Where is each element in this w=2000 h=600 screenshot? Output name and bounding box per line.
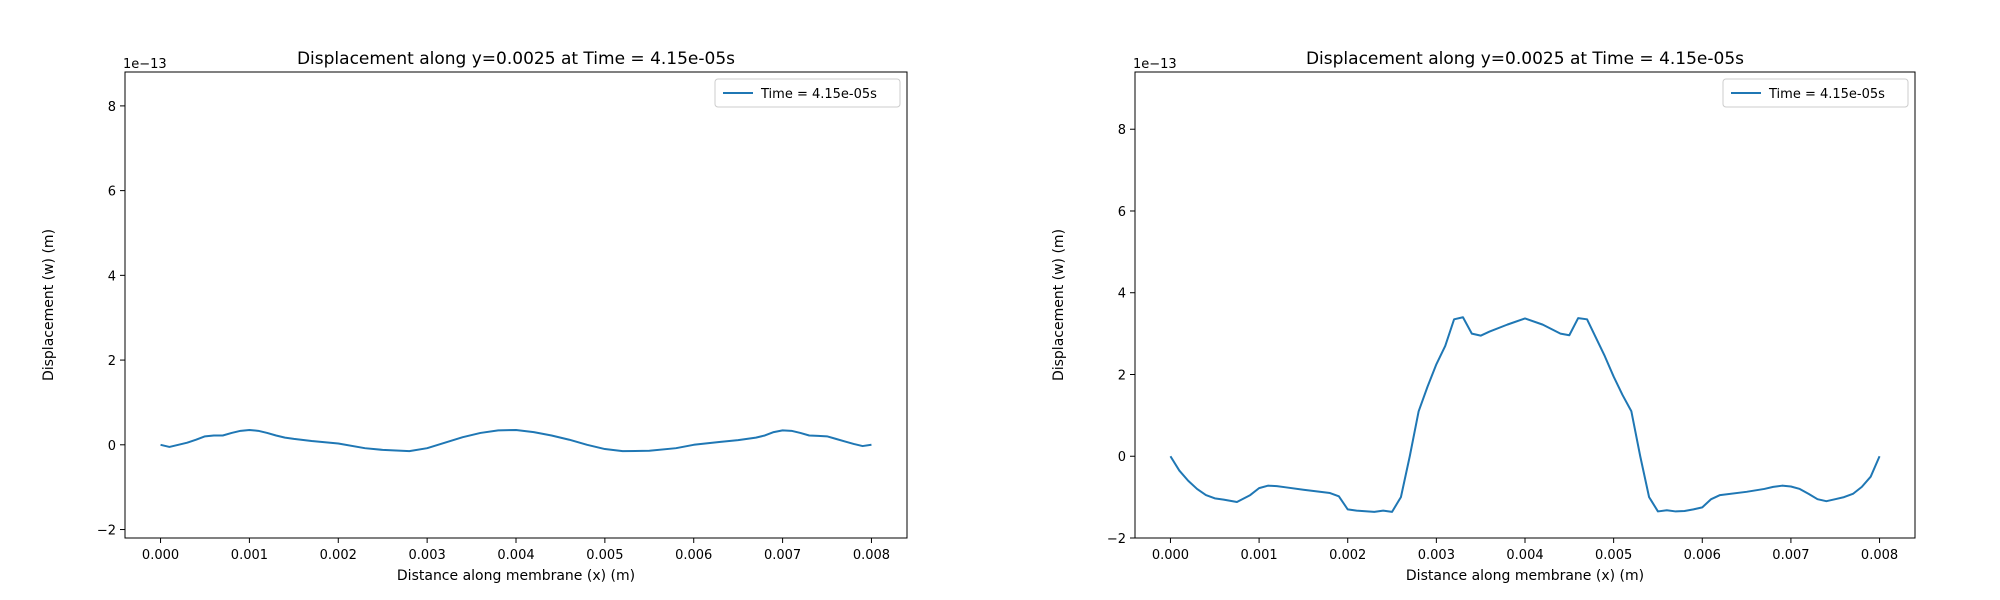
chart-1-y-tick-label: 4 — [108, 269, 116, 284]
chart-2-y-offset-text: 1e−13 — [1133, 57, 1177, 72]
chart-1-y-tick-label: −2 — [97, 524, 116, 539]
chart-1-x-tick-label: 0.002 — [320, 548, 357, 563]
chart-1-x-tick-label: 0.001 — [231, 548, 268, 563]
chart-2-legend-label: Time = 4.15e-05s — [1768, 87, 1885, 102]
chart-2-x-tick-label: 0.006 — [1684, 548, 1721, 563]
chart-2-x-tick-label: 0.001 — [1240, 548, 1277, 563]
chart-1-panel: Displacement along y=0.0025 at Time = 4.… — [41, 49, 908, 584]
chart-2-x-tick-label: 0.000 — [1152, 548, 1189, 563]
chart-2-series-line-1 — [1169, 316, 1881, 513]
chart-2-axes-frame — [1134, 71, 1916, 539]
chart-2-legend-box — [1722, 78, 1909, 108]
chart-2-y-tick-label: 6 — [1118, 205, 1126, 220]
chart-1-x-axis-label: Distance along membrane (x) (m) — [397, 568, 635, 584]
chart-1-series-line-1 — [160, 428, 872, 453]
chart-2-y-tick-label: −2 — [1107, 532, 1126, 547]
chart-1-legend-label: Time = 4.15e-05s — [760, 87, 877, 102]
chart-1-legend: Time = 4.15e-05s — [714, 78, 901, 108]
chart-1-x-tick-label: 0.005 — [586, 548, 623, 563]
chart-2-x-tick-label: 0.007 — [1772, 548, 1809, 563]
chart-1-x-tick-label: 0.004 — [497, 548, 534, 563]
chart-1-title: Displacement along y=0.0025 at Time = 4.… — [297, 49, 735, 69]
chart-2-y-tick-label: 2 — [1118, 368, 1126, 383]
chart-1-x-tick-label: 0.003 — [409, 548, 446, 563]
chart-1-y-tick-label: 0 — [108, 439, 116, 454]
chart-2-title: Displacement along y=0.0025 at Time = 4.… — [1306, 49, 1744, 69]
chart-1-y-offset-text: 1e−13 — [123, 57, 167, 72]
chart-2-y-tick-label: 8 — [1118, 123, 1126, 138]
chart-2-legend: Time = 4.15e-05s — [1722, 78, 1909, 108]
chart-2-y-tick-label: 4 — [1118, 287, 1126, 302]
chart-2-x-tick-label: 0.008 — [1861, 548, 1898, 563]
chart-1-y-tick-label: 8 — [108, 100, 116, 115]
chart-1-legend-box — [714, 78, 901, 108]
chart-2-x-tick-label: 0.002 — [1329, 548, 1366, 563]
chart-1-axes-frame — [124, 71, 908, 539]
chart-1-x-tick-label: 0.006 — [675, 548, 712, 563]
chart-1-y-tick-label: 2 — [108, 354, 116, 369]
chart-2-x-tick-label: 0.004 — [1506, 548, 1543, 563]
chart-2-x-tick-label: 0.003 — [1418, 548, 1455, 563]
chart-1-y-tick-label: 6 — [108, 185, 116, 200]
chart-1-x-tick-label: 0.008 — [853, 548, 890, 563]
chart-1-y-axis-label: Displacement (w) (m) — [41, 229, 57, 381]
chart-2-y-tick-label: 0 — [1118, 450, 1126, 465]
chart-1-x-tick-label: 0.000 — [142, 548, 179, 563]
chart-2-panel: Displacement along y=0.0025 at Time = 4.… — [1051, 49, 1916, 584]
chart-2-x-axis-label: Distance along membrane (x) (m) — [1406, 568, 1644, 584]
chart-2-y-axis-label: Displacement (w) (m) — [1051, 229, 1067, 381]
chart-1-x-tick-label: 0.007 — [764, 548, 801, 563]
chart-2-x-tick-label: 0.005 — [1595, 548, 1632, 563]
